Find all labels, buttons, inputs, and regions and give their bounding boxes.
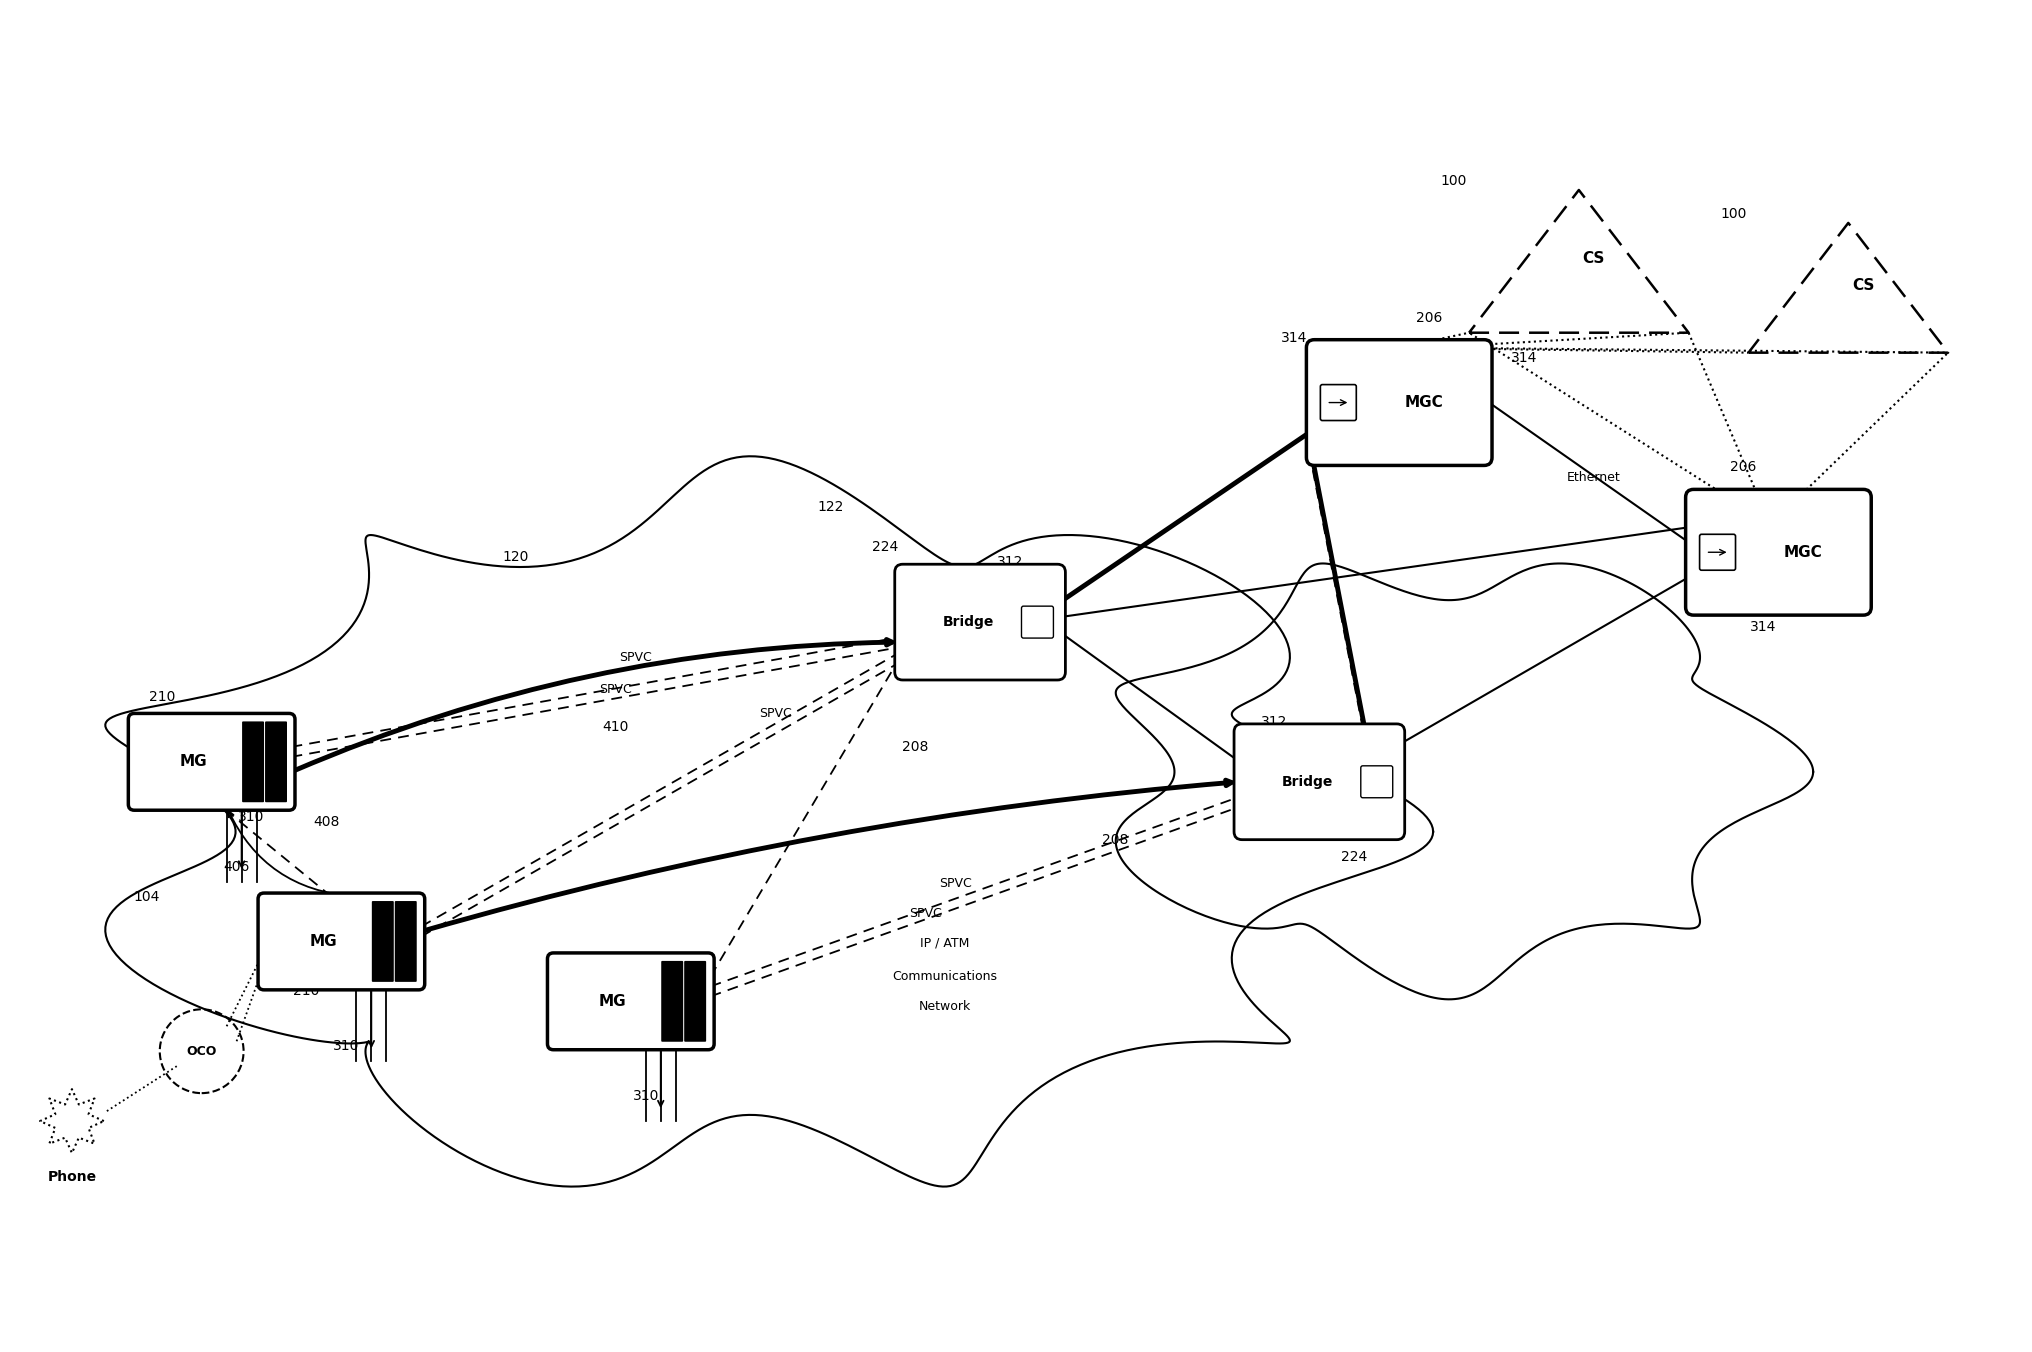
Text: SPVC: SPVC: [758, 707, 792, 721]
FancyBboxPatch shape: [685, 961, 705, 1042]
FancyBboxPatch shape: [1233, 723, 1404, 840]
Text: 208: 208: [1101, 833, 1128, 846]
Text: 224: 224: [1341, 849, 1368, 864]
Text: Bridge: Bridge: [1280, 775, 1333, 788]
FancyBboxPatch shape: [128, 714, 295, 810]
Text: OCO: OCO: [187, 1045, 217, 1057]
FancyBboxPatch shape: [894, 564, 1065, 680]
Text: Phone: Phone: [47, 1169, 96, 1184]
Text: Bridge: Bridge: [943, 615, 994, 629]
Text: 210: 210: [148, 690, 175, 704]
FancyBboxPatch shape: [264, 722, 287, 802]
FancyBboxPatch shape: [242, 722, 264, 802]
Text: 104: 104: [134, 890, 161, 903]
FancyBboxPatch shape: [1699, 534, 1735, 571]
FancyBboxPatch shape: [1319, 384, 1355, 420]
Text: MG: MG: [599, 994, 626, 1009]
FancyBboxPatch shape: [258, 894, 425, 990]
Text: 406: 406: [224, 860, 250, 873]
Text: 312: 312: [1260, 715, 1286, 729]
Text: 208: 208: [902, 740, 929, 754]
Text: 314: 314: [1510, 350, 1536, 365]
Text: SPVC: SPVC: [908, 907, 941, 919]
FancyBboxPatch shape: [547, 953, 713, 1049]
Text: MG: MG: [309, 934, 337, 949]
Text: 314: 314: [1280, 331, 1307, 345]
FancyBboxPatch shape: [1685, 489, 1869, 615]
Text: 314: 314: [1750, 621, 1776, 634]
Text: 210: 210: [583, 1040, 610, 1053]
Text: 122: 122: [817, 500, 843, 514]
FancyBboxPatch shape: [1020, 606, 1053, 638]
Text: 310: 310: [632, 1090, 658, 1103]
Text: Network: Network: [918, 1000, 971, 1013]
Text: 310: 310: [238, 810, 264, 823]
Text: CS: CS: [1581, 251, 1603, 266]
Text: SPVC: SPVC: [620, 650, 652, 664]
FancyBboxPatch shape: [1307, 339, 1491, 465]
Text: 100: 100: [1719, 207, 1745, 220]
Text: Ethernet: Ethernet: [1567, 470, 1620, 484]
Text: 312: 312: [996, 556, 1022, 569]
Text: SPVC: SPVC: [939, 877, 971, 890]
Text: MG: MG: [179, 754, 207, 769]
Text: Communications: Communications: [892, 969, 998, 983]
Text: 210: 210: [293, 984, 319, 998]
Text: 206: 206: [1414, 311, 1441, 324]
Text: 310: 310: [333, 1040, 360, 1053]
FancyBboxPatch shape: [660, 961, 683, 1042]
FancyBboxPatch shape: [372, 900, 394, 982]
Text: MGC: MGC: [1404, 395, 1443, 410]
FancyBboxPatch shape: [394, 900, 417, 982]
Text: MGC: MGC: [1784, 545, 1823, 560]
Text: 408: 408: [313, 815, 339, 829]
Text: 224: 224: [872, 541, 898, 554]
Text: SPVC: SPVC: [599, 684, 632, 696]
Text: 410: 410: [601, 719, 628, 734]
Text: 120: 120: [502, 550, 528, 564]
Text: 206: 206: [1729, 461, 1756, 475]
Text: IP / ATM: IP / ATM: [920, 937, 969, 950]
Text: CS: CS: [1851, 277, 1874, 292]
Text: 100: 100: [1441, 174, 1467, 188]
FancyBboxPatch shape: [1359, 765, 1392, 798]
